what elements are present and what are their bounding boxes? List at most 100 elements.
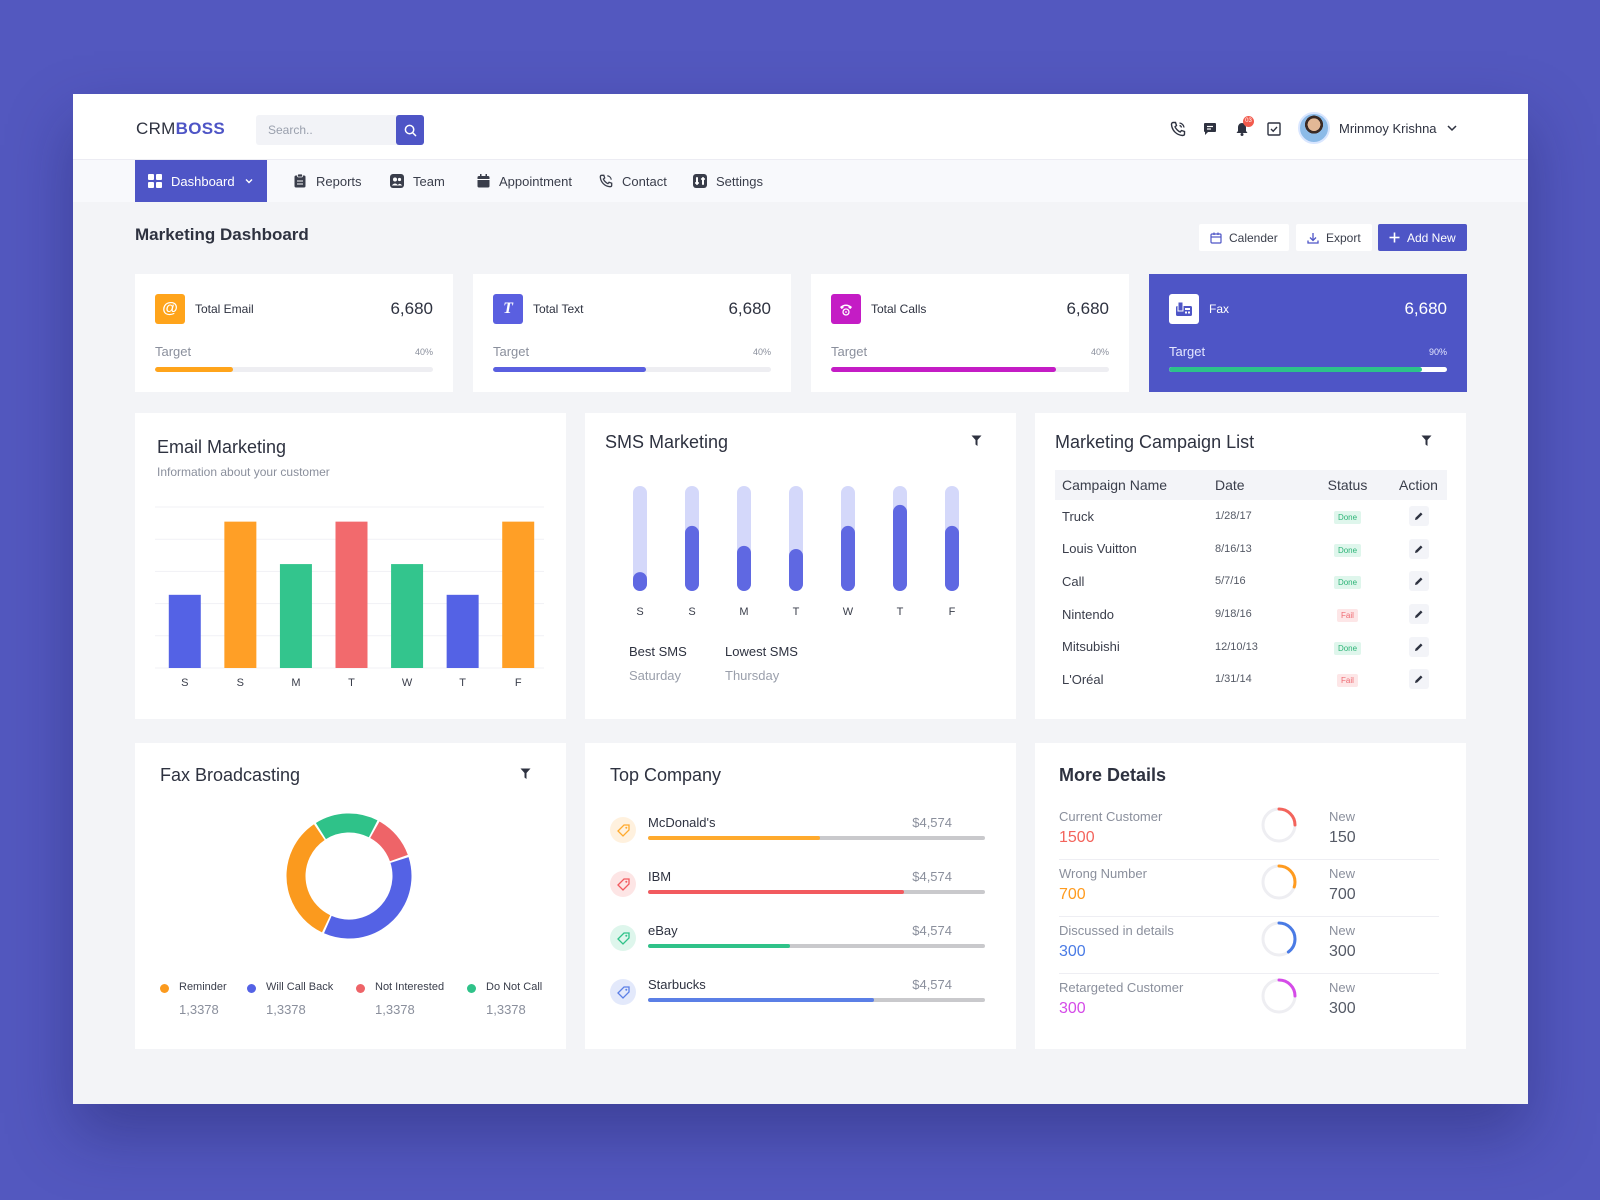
company-item[interactable]: eBay $4,574 bbox=[610, 923, 985, 963]
detail-label: Wrong Number bbox=[1059, 866, 1147, 881]
detail-value: 700 bbox=[1059, 886, 1086, 903]
company-name: McDonald's bbox=[648, 815, 716, 830]
avatar bbox=[1298, 112, 1330, 144]
edit-button[interactable] bbox=[1408, 538, 1429, 559]
at-icon: @ bbox=[155, 294, 185, 324]
nav-team[interactable]: Team bbox=[390, 160, 445, 202]
add-new-button[interactable]: Add New bbox=[1378, 224, 1467, 251]
search-button[interactable] bbox=[396, 115, 424, 145]
chart-bar bbox=[737, 545, 751, 591]
calendar-button[interactable]: Calender bbox=[1199, 224, 1289, 251]
pencil-icon bbox=[1414, 512, 1422, 521]
stat-target-label: Target bbox=[1169, 344, 1206, 359]
stat-card-total-calls[interactable]: Total Calls 6,680 Target 40% bbox=[811, 274, 1129, 392]
company-item[interactable]: IBM $4,574 bbox=[610, 869, 985, 909]
edit-button[interactable] bbox=[1408, 669, 1429, 690]
edit-button[interactable] bbox=[1408, 506, 1429, 527]
column-header-status[interactable]: Status bbox=[1327, 477, 1368, 493]
company-name: IBM bbox=[648, 869, 672, 884]
detail-row[interactable]: Current Customer 1500 New 150 bbox=[1059, 803, 1439, 860]
x-tick-label: T bbox=[348, 677, 355, 689]
top-company-title: Top Company bbox=[610, 765, 722, 785]
detail-row[interactable]: Discussed in details 300 New 300 bbox=[1059, 917, 1439, 974]
company-amount: $4,574 bbox=[912, 923, 952, 938]
stat-card-fax[interactable]: Fax 6,680 Target 90% bbox=[1149, 274, 1467, 392]
chart-bar bbox=[446, 594, 479, 668]
nav-settings[interactable]: Settings bbox=[693, 160, 763, 202]
company-item[interactable]: McDonald's $4,574 bbox=[610, 815, 985, 855]
company-amount: $4,574 bbox=[912, 869, 952, 884]
stat-label: Total Text bbox=[533, 302, 584, 316]
company-progress-track bbox=[648, 836, 985, 840]
notifications-button[interactable]: 03 bbox=[1232, 116, 1254, 139]
chart-bar bbox=[168, 594, 201, 668]
app-logo[interactable]: CRMBOSS bbox=[136, 119, 225, 139]
column-header-campaign-name[interactable]: Campaign Name bbox=[1062, 477, 1168, 493]
campaign-name: Louis Vuitton bbox=[1062, 541, 1137, 557]
header-icons: 03 bbox=[1168, 116, 1284, 139]
chevron-down-icon bbox=[1447, 125, 1457, 132]
phone-icon bbox=[599, 174, 613, 188]
nav-dashboard[interactable]: Dashboard bbox=[135, 160, 267, 202]
nav-dashboard-label: Dashboard bbox=[171, 173, 235, 189]
tag-icon bbox=[610, 817, 636, 843]
company-item[interactable]: Starbucks $4,574 bbox=[610, 977, 985, 1017]
detail-label: Retargeted Customer bbox=[1059, 980, 1184, 995]
column-header-date[interactable]: Date bbox=[1215, 477, 1245, 493]
grid-icon bbox=[148, 174, 162, 188]
nav-contact[interactable]: Contact bbox=[599, 160, 667, 202]
stat-percent: 40% bbox=[414, 347, 433, 357]
x-tick-label: F bbox=[949, 606, 956, 618]
stat-card-total-text[interactable]: T Total Text 6,680 Target 40% bbox=[473, 274, 791, 392]
x-tick-label: S bbox=[688, 606, 695, 618]
tasks-button[interactable] bbox=[1264, 119, 1284, 139]
stat-progress-fill bbox=[493, 367, 646, 372]
progress-ring bbox=[1261, 864, 1297, 900]
filter-button[interactable] bbox=[969, 434, 983, 448]
company-amount: $4,574 bbox=[912, 977, 952, 992]
table-row: Call 5/7/16 Done bbox=[1055, 565, 1447, 598]
table-header: Campaign Name Date Status Action bbox=[1055, 470, 1447, 500]
email-marketing-panel: Email Marketing Information about your c… bbox=[135, 413, 566, 719]
legend-name: Not Interested bbox=[375, 981, 445, 993]
nav-appointment[interactable]: Appointment bbox=[476, 160, 572, 202]
detail-row[interactable]: Retargeted Customer 300 New 300 bbox=[1059, 974, 1439, 1031]
edit-button[interactable] bbox=[1408, 636, 1429, 657]
filter-button[interactable] bbox=[1419, 434, 1433, 448]
stat-target-label: Target bbox=[155, 344, 192, 359]
chart-bar bbox=[841, 525, 855, 591]
progress-ring bbox=[1261, 807, 1297, 843]
phone-call-button[interactable] bbox=[1168, 119, 1188, 139]
progress-ring-arc bbox=[1261, 921, 1297, 957]
chart-bar bbox=[224, 521, 257, 668]
stat-card-total-email[interactable]: @ Total Email 6,680 Target 40% bbox=[135, 274, 453, 392]
campaign-status-cell: Done bbox=[1305, 541, 1390, 557]
stat-progress-track bbox=[1169, 367, 1447, 372]
campaign-date: 9/18/16 bbox=[1215, 608, 1252, 621]
detail-row[interactable]: Wrong Number 700 New 700 bbox=[1059, 860, 1439, 917]
user-menu[interactable]: Mrinmoy Krishna bbox=[1298, 112, 1458, 144]
nav-reports[interactable]: Reports bbox=[293, 160, 362, 202]
checkbox-icon bbox=[1267, 122, 1281, 136]
edit-button[interactable] bbox=[1408, 571, 1429, 592]
table-row: Nintendo 9/18/16 Fail bbox=[1055, 598, 1447, 631]
messages-button[interactable] bbox=[1200, 119, 1220, 139]
stat-progress-track bbox=[493, 367, 771, 372]
settings-icon bbox=[693, 174, 707, 188]
table-row: Truck 1/28/17 Done bbox=[1055, 500, 1447, 533]
legend-value: 1,3378 bbox=[179, 1002, 219, 1017]
company-progress-track bbox=[648, 944, 985, 948]
search-input[interactable] bbox=[256, 115, 391, 145]
chevron-down-icon bbox=[245, 179, 253, 184]
x-tick-label: F bbox=[515, 677, 522, 689]
donut-slice bbox=[286, 813, 412, 939]
export-button[interactable]: Export bbox=[1296, 224, 1372, 251]
company-name: eBay bbox=[648, 923, 678, 938]
lowest-sms-label: Lowest SMS bbox=[725, 644, 798, 659]
campaign-name: Truck bbox=[1062, 508, 1095, 524]
legend-value: 1,3378 bbox=[375, 1002, 415, 1017]
edit-button[interactable] bbox=[1408, 604, 1429, 625]
filter-button[interactable] bbox=[518, 767, 532, 781]
